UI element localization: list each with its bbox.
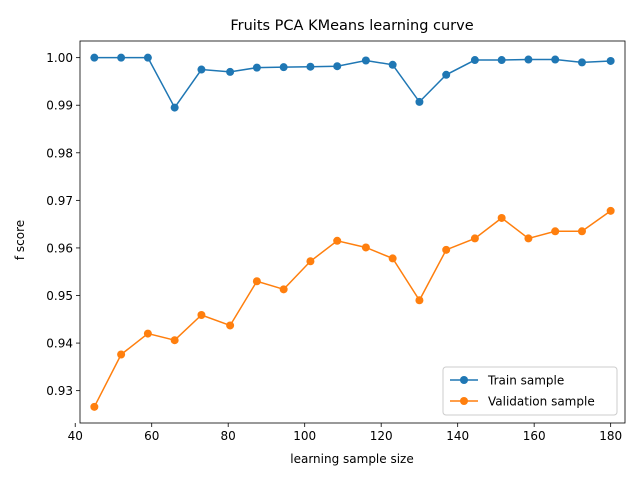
series-0-marker-14: [470, 56, 479, 65]
series-1-marker-15: [497, 213, 506, 222]
y-tick-label-2: 0.95: [46, 289, 73, 303]
series-0-marker-17: [551, 55, 560, 64]
x-tick-label-0: 40: [68, 429, 83, 443]
y-tick-label-6: 0.99: [46, 99, 73, 113]
series-1-marker-1: [117, 350, 126, 359]
series-0-marker-11: [388, 60, 397, 69]
y-tick-label-3: 0.96: [46, 241, 73, 255]
y-tick-label-0: 0.93: [46, 384, 73, 398]
x-tick-label-1: 60: [144, 429, 159, 443]
series-0-marker-10: [361, 56, 370, 65]
series-1-marker-5: [226, 321, 235, 330]
series-0-marker-13: [442, 70, 451, 79]
series-0-marker-3: [170, 103, 179, 112]
series-1-marker-0: [90, 402, 99, 411]
y-tick-label-5: 0.98: [46, 146, 73, 160]
series-1-marker-7: [279, 285, 288, 294]
legend-marker-0: [460, 376, 468, 384]
y-axis-label: f score: [13, 220, 27, 260]
series-1-marker-13: [442, 245, 451, 254]
series-1-marker-17: [551, 227, 560, 236]
series-0-marker-0: [90, 53, 99, 62]
x-axis-label: learning sample size: [290, 452, 413, 466]
series-0-marker-19: [606, 56, 615, 65]
series-0-marker-5: [226, 67, 235, 76]
x-tick-label-6: 160: [523, 429, 546, 443]
series-1-marker-10: [361, 243, 370, 252]
series-1-marker-6: [252, 277, 261, 286]
series-1-marker-3: [170, 336, 179, 345]
legend-label-1: Validation sample: [488, 395, 595, 409]
x-tick-label-5: 140: [446, 429, 469, 443]
chart-title: Fruits PCA KMeans learning curve: [230, 18, 473, 34]
series-0-marker-16: [524, 55, 533, 64]
series-0-marker-15: [497, 56, 506, 65]
series-0-marker-6: [252, 63, 261, 72]
x-tick-label-7: 180: [599, 429, 622, 443]
y-tick-label-4: 0.97: [46, 194, 73, 208]
series-0-marker-7: [279, 63, 288, 72]
legend-box: [442, 366, 618, 416]
series-1-marker-11: [388, 254, 397, 263]
x-tick-label-4: 120: [370, 429, 393, 443]
series-0-marker-12: [415, 97, 424, 106]
series-0-marker-9: [333, 62, 342, 71]
x-tick-label-3: 100: [293, 429, 316, 443]
series-line-1: [93, 210, 612, 408]
series-0-marker-4: [197, 65, 206, 74]
series-1-marker-14: [470, 234, 479, 243]
legend-label-0: Train sample: [487, 374, 564, 388]
series-line-0: [94, 56, 611, 110]
y-tick-label-1: 0.94: [46, 337, 73, 351]
legend: Train sample Validation sample: [442, 366, 618, 416]
series-0-marker-2: [143, 53, 152, 62]
series-1-marker-16: [524, 234, 533, 243]
series-1-marker-19: [606, 206, 615, 215]
series-1-marker-8: [306, 257, 315, 266]
series-0-marker-8: [306, 62, 315, 71]
series-1-marker-9: [333, 236, 342, 245]
series-0-marker-18: [577, 58, 586, 67]
plot-area: 40 60 80 100 120 140 160 180 0.93 0.94 0.95 0.96 0.9…: [46, 40, 626, 443]
series-1-marker-4: [197, 311, 206, 320]
x-tick-label-2: 80: [221, 429, 236, 443]
legend-marker-1: [460, 397, 468, 405]
axes-frame: [79, 40, 626, 424]
series-1-marker-12: [415, 296, 424, 305]
series-1-marker-2: [143, 329, 152, 338]
y-tick-label-7: 1.00: [46, 51, 73, 65]
series-0-marker-1: [117, 53, 126, 62]
series-1-marker-18: [577, 227, 586, 236]
